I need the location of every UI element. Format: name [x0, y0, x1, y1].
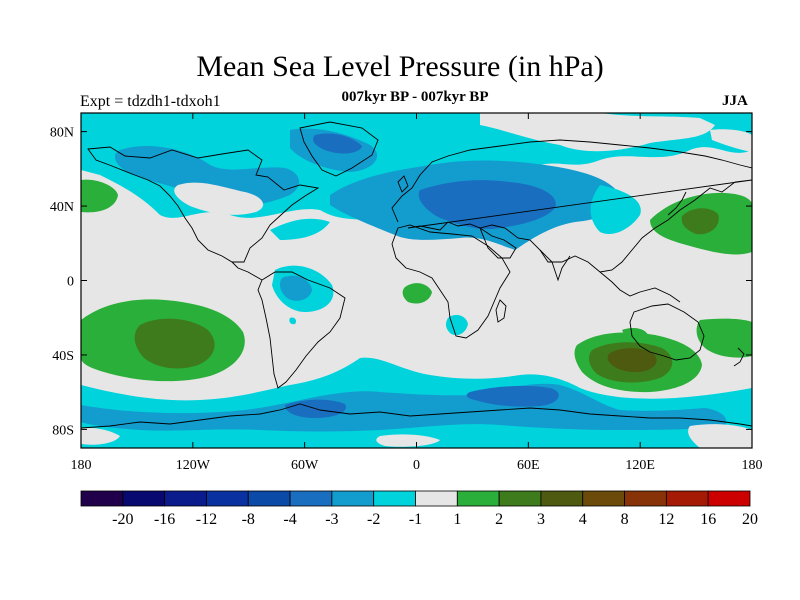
south-africa-negative-1	[445, 314, 468, 336]
pressure-field	[81, 113, 752, 448]
colorbar-swatch	[540, 490, 584, 507]
colorbar-label: -12	[196, 511, 217, 528]
antarctic-neutral-patch-2	[688, 424, 752, 448]
period-label: 007kyr BP - 007kyr BP	[341, 89, 489, 105]
colorbar: -20 -16 -12 -8 -4 -3 -2 -1 1 2 3 4 8 12 16 20	[80, 490, 758, 528]
south-indian-positive-1	[622, 327, 648, 339]
x-tick-label: 60W	[291, 458, 319, 473]
arctic-neutral-patch-2	[710, 129, 752, 152]
colorbar-label: -16	[154, 511, 175, 528]
colorbar-label: -3	[325, 511, 338, 528]
colorbar-label: 12	[658, 511, 674, 528]
canada-negative-2	[115, 145, 300, 206]
colorbar-swatch	[331, 490, 375, 507]
coast-south-america	[257, 271, 346, 389]
colorbar-swatch	[582, 490, 625, 507]
northwest-positive-1	[81, 179, 118, 213]
colorbar-swatch	[456, 490, 500, 507]
colorbar-label: -20	[112, 511, 133, 528]
coast-central-america	[231, 261, 263, 281]
indian-ocean-positive-3	[607, 348, 657, 373]
y-tick-label: 80S	[52, 423, 74, 438]
africa-positive-1	[402, 283, 432, 304]
colorbar-label: -8	[242, 511, 255, 528]
colorbar-swatch	[415, 490, 458, 507]
colorbar-label: -2	[367, 511, 380, 528]
colorbar-swatch	[80, 490, 124, 507]
colorbar-label: 8	[621, 511, 629, 528]
colorbar-label: 2	[495, 511, 503, 528]
colorbar-swatch	[289, 490, 333, 507]
y-tick-label: 0	[67, 275, 74, 290]
coast-new-zealand	[733, 347, 745, 367]
coast-madagascar	[495, 299, 507, 323]
coast-antarctica	[81, 403, 752, 429]
colorbar-label: 4	[579, 511, 587, 528]
coast-japan	[667, 191, 687, 216]
colorbar-swatch	[247, 490, 291, 507]
colorbar-swatch	[665, 490, 709, 507]
coastlines	[81, 121, 752, 429]
y-tick-label: 40N	[50, 200, 74, 215]
colorbar-swatch	[707, 490, 751, 507]
map-ticks: 180 120W 60W 0 60E 120E 180 80N 40N 0 40S 80S	[50, 113, 763, 473]
coast-africa	[391, 224, 511, 339]
atlantic-negative-strip	[270, 218, 330, 240]
coast-greenland	[299, 121, 379, 177]
south-pacific-positive-2	[134, 318, 215, 369]
y-tick-label: 80N	[50, 126, 74, 141]
season-label: JJA	[722, 93, 748, 109]
coast-india	[539, 249, 571, 282]
north-atlantic-neutral	[174, 182, 264, 215]
colorbar-label: -1	[409, 511, 422, 528]
colorbar-label: -4	[283, 511, 296, 528]
colorbar-swatch	[206, 490, 249, 507]
colorbar-swatch	[373, 490, 416, 507]
colorbar-label: 1	[453, 511, 461, 528]
small-negative-blob	[289, 317, 297, 325]
coast-europe-asia	[391, 139, 752, 273]
antarctic-neutral-patch-3	[376, 434, 440, 447]
colorbar-swatch	[624, 490, 667, 507]
y-tick-label: 40S	[52, 349, 74, 364]
x-tick-label: 0	[413, 458, 420, 473]
southern-ocean-negative-3	[466, 385, 559, 407]
x-tick-label: 60E	[517, 458, 540, 473]
coast-north-america	[87, 146, 320, 263]
eurasia-negative-3	[418, 180, 556, 230]
page-title: Mean Sea Level Pressure (in hPa)	[196, 50, 604, 83]
north-pacific-positive-2	[681, 208, 719, 235]
greenland-negative-3	[313, 133, 362, 154]
coast-southeast-asia	[599, 271, 681, 303]
colorbar-swatch	[164, 490, 207, 507]
experiment-label: Expt = tdzdh1-tdxoh1	[80, 93, 221, 110]
x-tick-label: 120W	[176, 458, 211, 473]
coast-arabia	[479, 226, 517, 259]
east-australia-positive-1	[696, 318, 752, 358]
colorbar-swatch	[498, 490, 542, 507]
colorbar-swatch	[122, 490, 166, 507]
colorbar-label: 16	[700, 511, 716, 528]
x-tick-label: 120E	[625, 458, 655, 473]
colorbar-label: 20	[742, 511, 758, 528]
x-tick-label: 180	[71, 458, 92, 473]
southern-ocean-negative-2	[81, 383, 727, 432]
antarctic-neutral-patch	[81, 427, 120, 445]
x-tick-label: 180	[742, 458, 763, 473]
south-america-negative-2	[279, 275, 312, 301]
arctic-neutral-patch	[480, 113, 715, 152]
coast-australia	[629, 303, 705, 361]
coast-uk	[397, 175, 409, 193]
colorbar-label: 3	[537, 511, 545, 528]
